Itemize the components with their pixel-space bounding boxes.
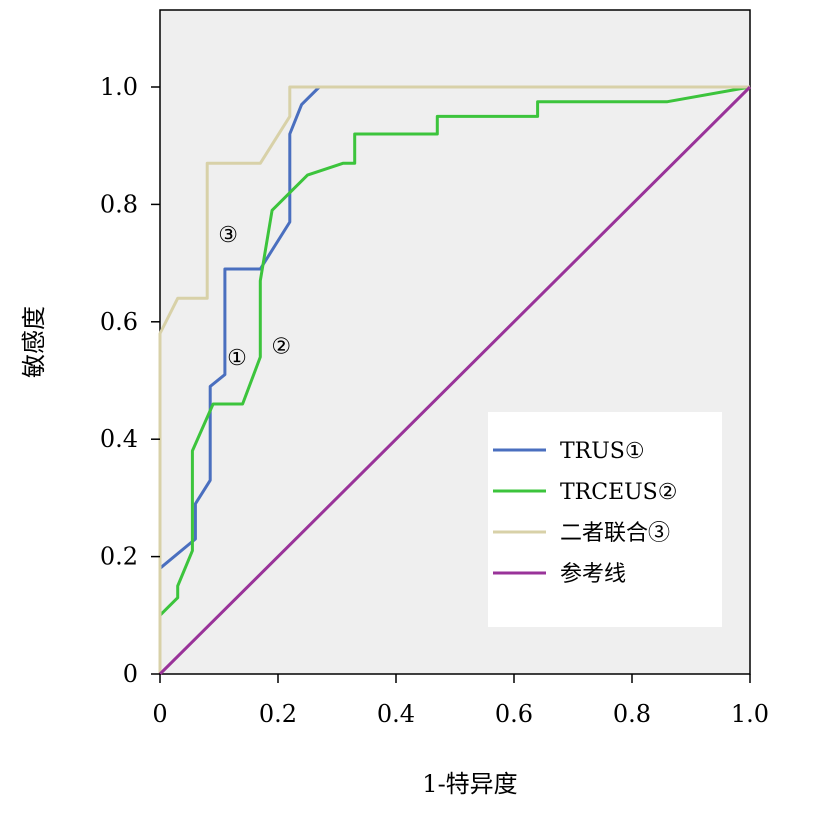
series-line-4 — [158, 85, 752, 676]
x-tick-label: 0.2 — [259, 700, 297, 728]
x-tick-label: 0.4 — [377, 700, 415, 728]
legend-label: TRUS① — [560, 439, 645, 464]
y-tick-label: 1.0 — [100, 73, 138, 101]
series-line-1 — [158, 85, 750, 674]
curve-annotation: ① — [227, 346, 247, 371]
legend-label: 二者联合③ — [560, 521, 670, 546]
x-tick-label: 0.6 — [495, 700, 533, 728]
y-tick-label: 0.6 — [100, 308, 138, 336]
legend-label: TRCEUS② — [560, 480, 677, 505]
x-tick-label: 1.0 — [731, 700, 769, 728]
axis-layer: 0 0.2 0.4 0.6 0.8 1.0 0 0.2 0.4 0.6 0.8 1.0 — [100, 73, 769, 728]
y-tick-label: 0 — [123, 660, 138, 688]
series-line-3 — [158, 85, 750, 674]
annotation-layer: ① ② ③ — [218, 223, 291, 371]
series-layer — [158, 85, 752, 676]
y-tick-label: 0.8 — [100, 190, 138, 218]
legend-label: 参考线 — [560, 562, 626, 587]
curve-annotation: ③ — [218, 223, 238, 248]
x-axis-title: 1-特异度 — [422, 770, 517, 798]
y-tick-label: 0.2 — [100, 543, 138, 571]
x-tick-label: 0.8 — [613, 700, 651, 728]
y-axis-title: 敏感度 — [20, 306, 48, 378]
y-tick-label: 0.4 — [100, 425, 138, 453]
x-tick-label: 0 — [152, 700, 167, 728]
legend: TRUS① TRCEUS② 二者联合③ 参考线 — [488, 412, 722, 627]
legend-box — [488, 412, 722, 627]
curve-annotation: ② — [271, 334, 291, 359]
series-line-2 — [158, 85, 751, 674]
